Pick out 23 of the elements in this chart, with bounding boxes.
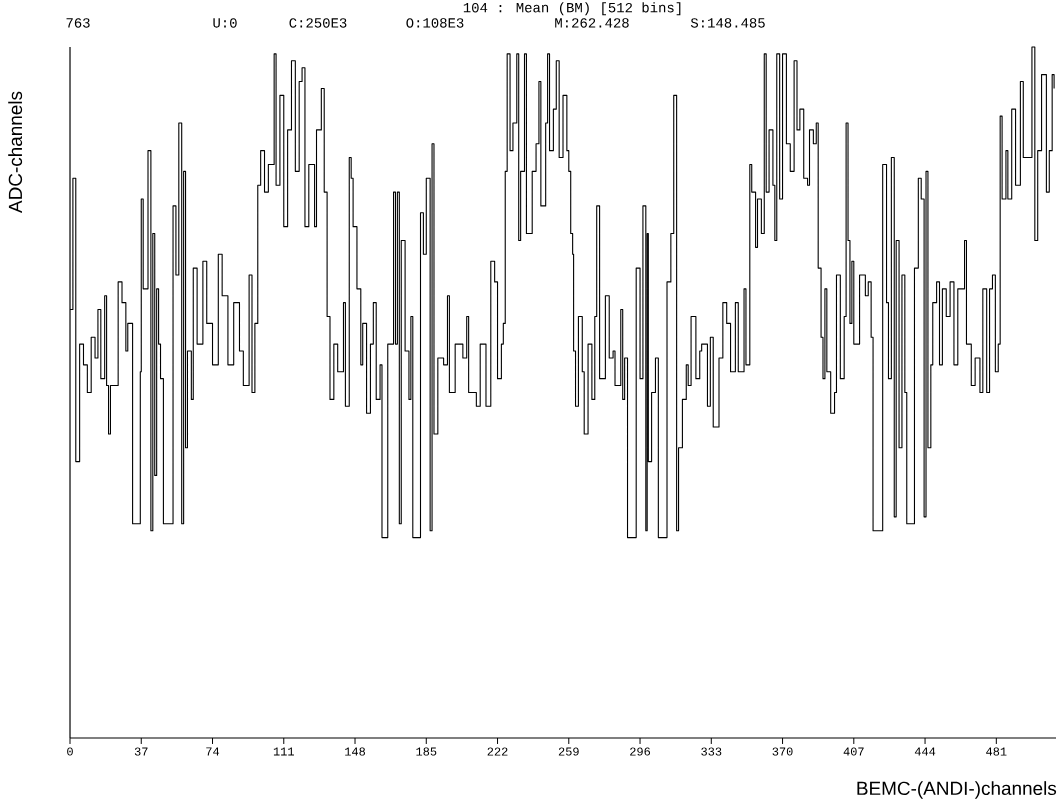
- x-axis-title: BEMC-(ANDI-)channels: [857, 781, 1057, 799]
- x-tick-label: 148: [345, 747, 365, 756]
- x-tick-label: 444: [914, 747, 936, 756]
- x-tick-label: 259: [558, 747, 579, 756]
- text: S:148.485: [690, 18, 765, 28]
- x-tick-label: 185: [416, 747, 437, 756]
- x-tick-label: 481: [986, 747, 1007, 756]
- x-tick-label: 333: [701, 747, 722, 756]
- text: M:262.428: [555, 18, 629, 28]
- text: U:0: [213, 18, 237, 28]
- text: 763: [66, 18, 90, 28]
- chart-title: 104 : Mean (BM) [512 bins]: [463, 2, 681, 16]
- x-tick-label: 407: [843, 747, 864, 756]
- x-tick-label: 370: [772, 747, 793, 756]
- x-tick-label: 296: [630, 747, 651, 756]
- x-tick-label: 0: [67, 747, 73, 756]
- x-tick-label: 37: [134, 747, 148, 756]
- text: O:108E3: [406, 18, 464, 28]
- y-axis-title: ADC-channels: [8, 91, 23, 213]
- x-tick-label: 74: [206, 747, 220, 756]
- x-tick-label: 222: [487, 747, 508, 756]
- x-tick-label: 111: [273, 747, 294, 756]
- text: C:250E3: [289, 18, 347, 28]
